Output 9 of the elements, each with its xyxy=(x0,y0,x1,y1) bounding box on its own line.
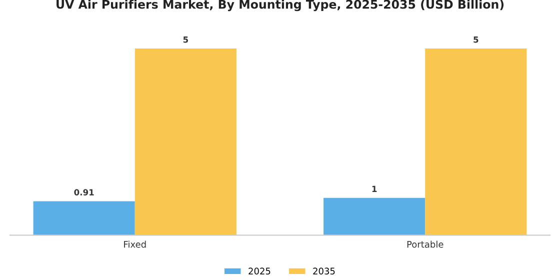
legend-label: 2025 xyxy=(248,268,270,275)
x-tick-label: Portable xyxy=(407,240,444,248)
data-label: 5 xyxy=(183,36,188,43)
x-tick-label: Fixed xyxy=(124,240,146,248)
chart-title: UV Air Purifiers Market, By Mounting Type, 2025-2035 (USD Billion) xyxy=(56,0,504,12)
legend-label: 2035 xyxy=(313,268,335,275)
data-label: 5 xyxy=(474,36,478,43)
data-label: 1 xyxy=(372,186,377,192)
data-label: 0.91 xyxy=(74,189,94,196)
